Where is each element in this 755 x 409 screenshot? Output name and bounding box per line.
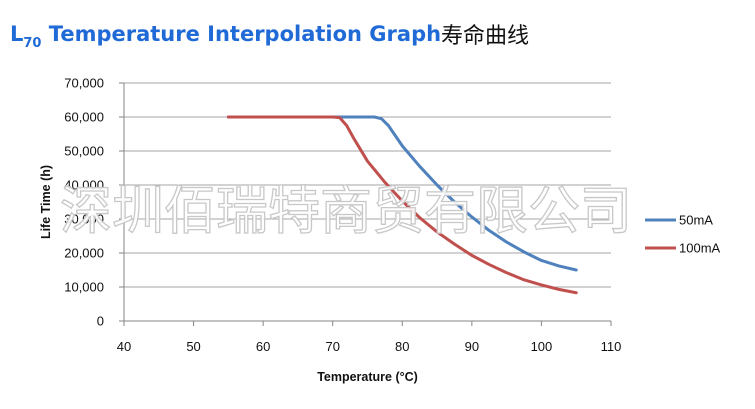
x-tick-label: 60 <box>256 339 270 354</box>
y-tick-labels: 0 10,000 20,000 30,000 40,000 50,000 60,000 70,… <box>64 76 104 329</box>
y-tick-label: 0 <box>97 314 104 329</box>
y-tick-label: 60,000 <box>64 110 104 125</box>
title-subscript: 70 <box>23 36 42 51</box>
y-tick-label: 70,000 <box>64 76 104 91</box>
title-text: Temperature Interpolation Graph <box>41 22 442 46</box>
x-tick-labels: 40 50 60 70 80 90 100 110 <box>117 339 622 354</box>
y-axis-label: Life Time (h) <box>39 165 53 239</box>
title-letter: L <box>10 22 24 46</box>
y-tick-label: 20,000 <box>64 246 104 261</box>
x-tick-label: 90 <box>465 339 479 354</box>
series-line-100mA <box>226 115 578 295</box>
series-lines <box>226 115 578 295</box>
y-tick-label: 30,000 <box>64 212 104 227</box>
gridlines <box>124 82 611 288</box>
series-line-50mA <box>226 115 578 272</box>
x-tick-label: 40 <box>117 339 131 354</box>
y-tick-label: 40,000 <box>64 178 104 193</box>
legend-label-100mA: 100mA <box>679 241 721 256</box>
x-tick-label: 100 <box>531 339 553 354</box>
x-tick-label: 50 <box>186 339 200 354</box>
legend: 50mA 100mA <box>645 213 721 256</box>
y-tick-label: 50,000 <box>64 144 104 159</box>
chart-subtitle-chinese: 寿命曲线 <box>441 24 530 49</box>
y-tick-label: 10,000 <box>64 280 104 295</box>
chart-title: L70 Temperature Interpolation Graph <box>10 22 442 51</box>
x-tick-label: 80 <box>395 339 409 354</box>
x-axis-label: Temperature (°C) <box>317 370 418 384</box>
x-tick-label: 70 <box>325 339 339 354</box>
x-tick-label: 110 <box>601 339 622 354</box>
legend-label-50mA: 50mA <box>679 213 713 228</box>
axes <box>119 82 612 326</box>
